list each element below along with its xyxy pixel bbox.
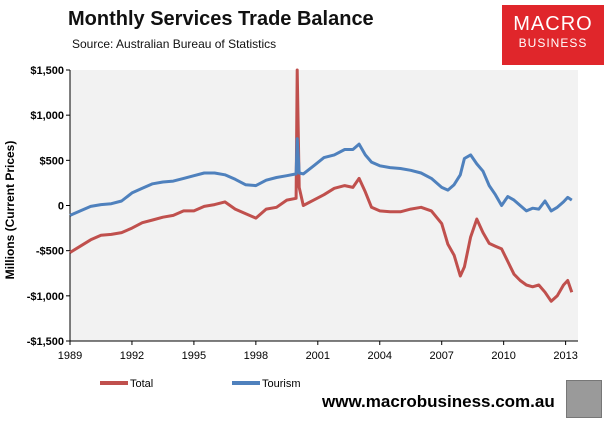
y-tick-label: -$1,000 xyxy=(27,291,64,303)
series-line-total xyxy=(69,68,574,303)
x-tick-label: 1989 xyxy=(58,350,82,362)
x-tick-label: 2007 xyxy=(429,350,453,362)
plot-area xyxy=(70,70,578,341)
logo-line-2: BUSINESS xyxy=(518,36,588,50)
x-tick-label: 2001 xyxy=(306,350,330,362)
y-tick-label: $500 xyxy=(40,155,64,167)
y-tick-label: $1,000 xyxy=(30,110,64,122)
legend-label-total: Total xyxy=(130,378,153,390)
legend-label-tourism: Tourism xyxy=(262,378,301,390)
x-tick-label: 2013 xyxy=(553,350,577,362)
macrobusiness-logo: MACRO BUSINESS xyxy=(502,5,604,65)
x-tick-label: 1995 xyxy=(182,350,206,362)
website-url: www.macrobusiness.com.au xyxy=(322,392,555,411)
y-tick-label: -$1,500 xyxy=(27,336,64,348)
x-tick-label: 2010 xyxy=(491,350,515,362)
wolf-logo-icon xyxy=(566,380,602,418)
series-line-tourism xyxy=(69,137,573,217)
x-tick-label: 2004 xyxy=(368,350,392,362)
x-tick-label: 1998 xyxy=(244,350,268,362)
y-tick-label: -$500 xyxy=(36,246,64,258)
chart-source: Source: Australian Bureau of Statistics xyxy=(72,37,277,51)
y-tick-label: $1,500 xyxy=(30,65,64,77)
logo-line-1: MACRO xyxy=(513,13,593,35)
x-tick-label: 1992 xyxy=(120,350,144,362)
y-tick-label: 0 xyxy=(58,201,64,213)
chart-title: Monthly Services Trade Balance xyxy=(68,8,374,30)
